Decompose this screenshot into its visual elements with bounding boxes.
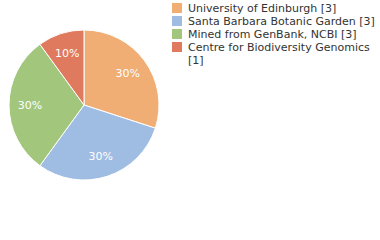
legend-label: Santa Barbara Botanic Garden [3] — [188, 15, 375, 28]
legend-swatch — [172, 3, 182, 13]
legend-label: Mined from GenBank, NCBI [3] — [188, 28, 357, 41]
legend-label: University of Edinburgh [3] — [188, 2, 336, 15]
pie: 30% 30% 30% 10% — [9, 30, 159, 180]
legend-swatch — [172, 42, 182, 52]
legend-swatch — [172, 16, 182, 26]
data-label: 30% — [18, 99, 42, 112]
legend-label: Centre for Biodiversity Genomics[1] — [188, 41, 370, 67]
legend: University of Edinburgh [3]Santa Barbara… — [172, 2, 375, 67]
pie-slice — [40, 30, 84, 105]
data-label: 10% — [55, 47, 79, 60]
data-label: 30% — [88, 150, 112, 163]
legend-swatch — [172, 29, 182, 39]
data-label: 30% — [115, 67, 139, 80]
chart: 30% 30% 30% 10% University of Edinburgh [3]S… — [0, 0, 380, 240]
